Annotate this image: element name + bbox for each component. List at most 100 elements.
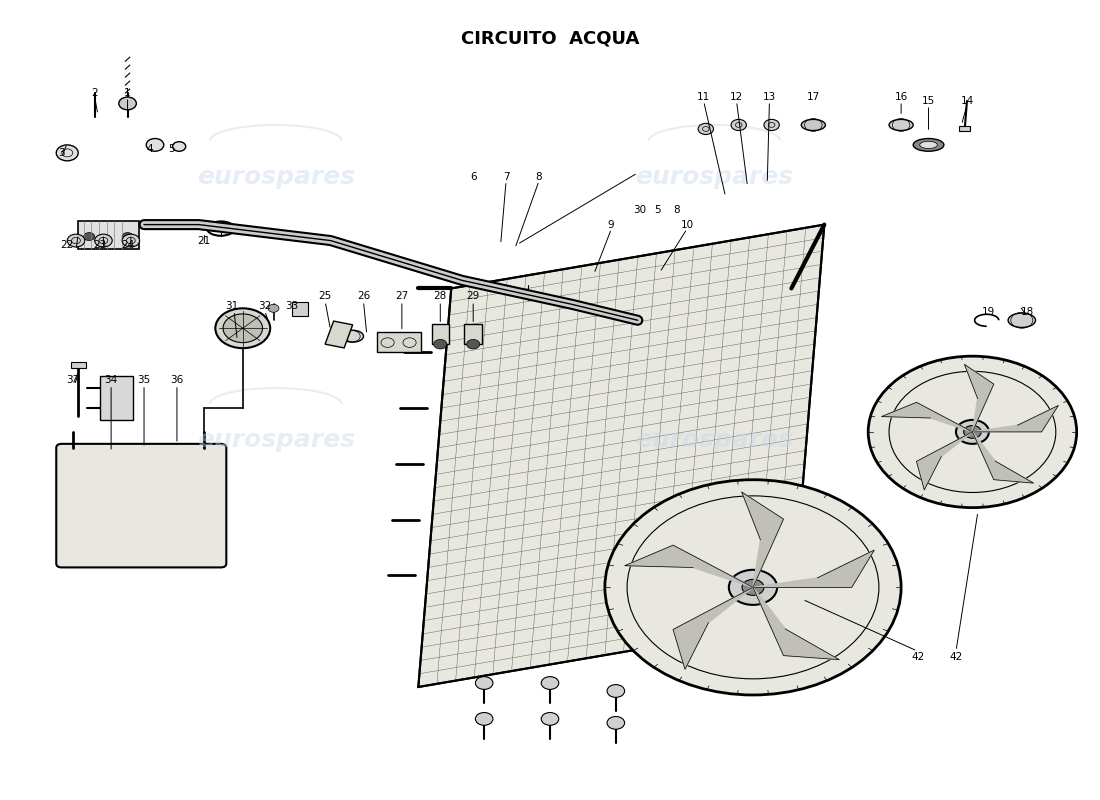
Circle shape (119, 97, 136, 110)
Ellipse shape (913, 138, 944, 151)
Text: 42: 42 (949, 652, 962, 662)
Text: 4: 4 (146, 144, 153, 154)
Circle shape (729, 570, 777, 605)
Text: 24: 24 (121, 239, 134, 250)
Circle shape (216, 308, 271, 348)
Ellipse shape (341, 330, 363, 342)
Text: 13: 13 (762, 92, 777, 102)
Text: 15: 15 (922, 96, 935, 106)
Bar (293, 302, 308, 316)
Text: 34: 34 (104, 375, 118, 385)
Polygon shape (754, 587, 839, 660)
Bar (431, 324, 449, 344)
Circle shape (742, 579, 764, 595)
Circle shape (122, 234, 140, 247)
Polygon shape (916, 432, 972, 490)
Circle shape (956, 420, 989, 444)
Text: 12: 12 (730, 92, 744, 102)
Polygon shape (972, 406, 1058, 432)
Text: 31: 31 (226, 301, 239, 311)
Circle shape (607, 717, 625, 730)
Circle shape (173, 142, 186, 151)
Text: 42: 42 (911, 652, 924, 662)
Text: 22: 22 (60, 239, 74, 250)
Circle shape (964, 426, 981, 438)
Text: 23: 23 (94, 239, 107, 250)
Text: 26: 26 (356, 291, 370, 302)
Circle shape (605, 480, 901, 695)
Text: 2: 2 (91, 88, 98, 98)
Circle shape (732, 119, 747, 130)
Text: 32: 32 (258, 301, 272, 311)
Circle shape (223, 314, 263, 342)
Bar (100, 376, 133, 420)
Ellipse shape (1008, 313, 1035, 327)
Text: 37: 37 (66, 375, 79, 385)
Circle shape (146, 138, 164, 151)
Bar (326, 321, 353, 348)
Text: eurospares: eurospares (197, 428, 355, 452)
Polygon shape (741, 492, 783, 587)
Text: 35: 35 (138, 375, 151, 385)
Text: 30: 30 (634, 206, 647, 215)
Text: 27: 27 (395, 291, 408, 302)
Ellipse shape (889, 119, 913, 130)
Text: eurospares: eurospares (636, 165, 793, 189)
Text: 29: 29 (466, 291, 480, 302)
Polygon shape (418, 225, 824, 687)
Text: 28: 28 (433, 291, 447, 302)
Text: 1: 1 (124, 88, 131, 98)
Text: eurospares: eurospares (636, 428, 793, 452)
Circle shape (122, 233, 133, 241)
Bar (959, 126, 970, 130)
Circle shape (56, 145, 78, 161)
Polygon shape (754, 550, 875, 587)
Bar (376, 332, 420, 352)
Polygon shape (625, 545, 754, 587)
Text: 11: 11 (697, 92, 711, 102)
Text: 6: 6 (470, 172, 476, 182)
Text: 5: 5 (168, 144, 175, 154)
Text: 5: 5 (654, 206, 661, 215)
FancyBboxPatch shape (56, 444, 227, 567)
Circle shape (541, 713, 559, 726)
Text: 8: 8 (536, 172, 542, 182)
Text: 21: 21 (198, 235, 211, 246)
Ellipse shape (920, 142, 937, 149)
Circle shape (475, 713, 493, 726)
Text: 3: 3 (58, 148, 65, 158)
Ellipse shape (801, 119, 825, 130)
Bar (78, 221, 139, 249)
Polygon shape (972, 432, 1034, 483)
Circle shape (84, 233, 95, 241)
Text: 8: 8 (673, 206, 680, 215)
Text: 10: 10 (681, 220, 694, 230)
Text: 25: 25 (318, 291, 332, 302)
Bar (70, 362, 86, 368)
Polygon shape (881, 402, 972, 432)
Text: 9: 9 (607, 220, 614, 230)
Text: 17: 17 (806, 92, 820, 102)
Circle shape (433, 339, 447, 349)
Circle shape (95, 234, 112, 247)
Bar (464, 324, 482, 344)
Text: 16: 16 (894, 92, 908, 102)
Text: 19: 19 (982, 307, 996, 318)
Text: 33: 33 (286, 301, 299, 311)
Circle shape (607, 685, 625, 698)
Text: CIRCUITO  ACQUA: CIRCUITO ACQUA (461, 30, 639, 47)
Circle shape (541, 677, 559, 690)
Circle shape (67, 234, 85, 247)
Circle shape (764, 119, 779, 130)
Circle shape (475, 677, 493, 690)
Circle shape (268, 304, 279, 312)
Polygon shape (673, 587, 754, 670)
Polygon shape (965, 364, 993, 432)
Text: eurospares: eurospares (197, 165, 355, 189)
Text: 14: 14 (960, 96, 974, 106)
Circle shape (466, 339, 480, 349)
Text: 36: 36 (170, 375, 184, 385)
Text: 7: 7 (503, 172, 509, 182)
Text: 18: 18 (1021, 307, 1034, 318)
Circle shape (698, 123, 714, 134)
